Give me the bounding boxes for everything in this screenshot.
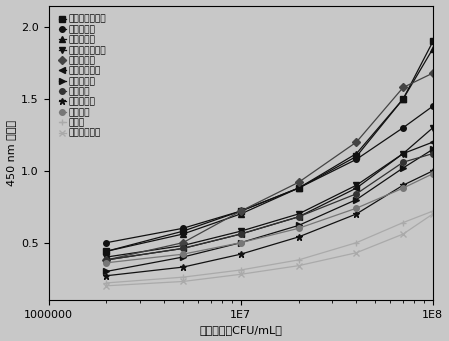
肠炎沙门 bbox=[180, 247, 185, 251]
甲型副伤寒沙门 bbox=[180, 229, 185, 233]
甲型副伤寒沙门 bbox=[354, 154, 359, 159]
乙型副伤寒沙门 bbox=[354, 183, 359, 187]
阴贡那沙门 bbox=[430, 104, 436, 108]
布洛克利沙门 bbox=[401, 151, 406, 155]
汤普逃沙门 bbox=[354, 140, 359, 144]
鸭沙门 bbox=[180, 275, 185, 279]
Line: 布洛克利沙门: 布洛克利沙门 bbox=[104, 139, 436, 263]
亚利桑那沙门 bbox=[354, 251, 359, 255]
布洛克利沙门 bbox=[238, 232, 243, 236]
都柏林沙门 bbox=[354, 212, 359, 216]
肯塔基沙门 bbox=[238, 241, 243, 245]
都柏林沙门 bbox=[104, 274, 109, 278]
Line: 伤寒沙门: 伤寒沙门 bbox=[104, 171, 436, 266]
鸭沙门 bbox=[401, 221, 406, 225]
Legend: 甲型副伤寒沙门, 阴贡那沙门, 鼠伤寒沙门, 乙型副伤寒沙门, 汤普逃沙门, 布洛克利沙门, 肯塔基沙门, 肠炎沙门, 都柏林沙门, 伤寒沙门, 鸭沙门, 亚利: 甲型副伤寒沙门, 阴贡那沙门, 鼠伤寒沙门, 乙型副伤寒沙门, 汤普逃沙门, 布… bbox=[57, 13, 108, 139]
Line: 鼠伤寒沙门: 鼠伤寒沙门 bbox=[104, 46, 436, 254]
乙型副伤寒沙门 bbox=[401, 151, 406, 155]
鼠伤寒沙门 bbox=[296, 186, 301, 190]
Line: 肯塔基沙门: 肯塔基沙门 bbox=[104, 147, 436, 274]
伤寒沙门 bbox=[180, 252, 185, 256]
布洛克利沙门 bbox=[180, 247, 185, 251]
肠炎沙门 bbox=[430, 151, 436, 155]
Line: 都柏林沙门: 都柏林沙门 bbox=[103, 167, 436, 279]
阴贡那沙门 bbox=[238, 209, 243, 213]
乙型副伤寒沙门 bbox=[180, 243, 185, 248]
肠炎沙门 bbox=[401, 160, 406, 164]
肯塔基沙门 bbox=[180, 255, 185, 259]
汤普逃沙门 bbox=[401, 86, 406, 90]
肯塔基沙门 bbox=[354, 197, 359, 202]
布洛克利沙门 bbox=[430, 140, 436, 144]
乙型副伤寒沙门 bbox=[104, 255, 109, 259]
亚利桑那沙门 bbox=[430, 212, 436, 216]
伤寒沙门 bbox=[430, 172, 436, 176]
鼠伤寒沙门 bbox=[401, 97, 406, 101]
阴贡那沙门 bbox=[401, 126, 406, 130]
肠炎沙门 bbox=[354, 192, 359, 196]
鸭沙门 bbox=[238, 268, 243, 272]
Line: 肠炎沙门: 肠炎沙门 bbox=[104, 151, 436, 263]
乙型副伤寒沙门 bbox=[430, 126, 436, 130]
阴贡那沙门 bbox=[296, 186, 301, 190]
Line: 阴贡那沙门: 阴贡那沙门 bbox=[104, 103, 436, 246]
布洛克利沙门 bbox=[354, 186, 359, 190]
肯塔基沙门 bbox=[104, 269, 109, 273]
鸭沙门 bbox=[354, 241, 359, 245]
鸭沙门 bbox=[104, 281, 109, 285]
乙型副伤寒沙门 bbox=[296, 212, 301, 216]
伤寒沙门 bbox=[401, 186, 406, 190]
阴贡那沙门 bbox=[104, 241, 109, 245]
Line: 汤普逃沙门: 汤普逃沙门 bbox=[104, 70, 436, 263]
Line: 鸭沙门: 鸭沙门 bbox=[103, 208, 436, 286]
都柏林沙门 bbox=[180, 265, 185, 269]
布洛克利沙门 bbox=[296, 215, 301, 219]
亚利桑那沙门 bbox=[401, 232, 406, 236]
阴贡那沙门 bbox=[180, 226, 185, 231]
肠炎沙门 bbox=[238, 232, 243, 236]
都柏林沙门 bbox=[238, 252, 243, 256]
甲型副伤寒沙门 bbox=[238, 209, 243, 213]
汤普逃沙门 bbox=[180, 241, 185, 245]
鼠伤寒沙门 bbox=[238, 212, 243, 216]
甲型副伤寒沙门 bbox=[401, 97, 406, 101]
亚利桑那沙门 bbox=[296, 264, 301, 268]
都柏林沙门 bbox=[401, 183, 406, 187]
Y-axis label: 450 nm 吸光值: 450 nm 吸光值 bbox=[5, 120, 16, 186]
鼠伤寒沙门 bbox=[430, 47, 436, 51]
伤寒沙门 bbox=[354, 206, 359, 210]
汤普逃沙门 bbox=[296, 180, 301, 184]
阴贡那沙门 bbox=[354, 157, 359, 161]
鼠伤寒沙门 bbox=[104, 249, 109, 253]
伤寒沙门 bbox=[238, 241, 243, 245]
亚利桑那沙门 bbox=[180, 279, 185, 283]
鼠伤寒沙门 bbox=[180, 232, 185, 236]
Line: 甲型副伤寒沙门: 甲型副伤寒沙门 bbox=[104, 39, 436, 254]
乙型副伤寒沙门 bbox=[238, 229, 243, 233]
肠炎沙门 bbox=[104, 258, 109, 262]
鸭沙门 bbox=[296, 258, 301, 262]
X-axis label: 菌体浓度（CFU/mL）: 菌体浓度（CFU/mL） bbox=[199, 325, 282, 336]
肯塔基沙门 bbox=[430, 147, 436, 151]
汤普逃沙门 bbox=[104, 258, 109, 262]
Line: 亚利桑那沙门: 亚利桑那沙门 bbox=[104, 211, 436, 288]
亚利桑那沙门 bbox=[104, 284, 109, 288]
肯塔基沙门 bbox=[401, 166, 406, 170]
布洛克利沙门 bbox=[104, 258, 109, 262]
Line: 乙型副伤寒沙门: 乙型副伤寒沙门 bbox=[104, 125, 436, 260]
鸭沙门 bbox=[430, 209, 436, 213]
甲型副伤寒沙门 bbox=[430, 40, 436, 44]
伤寒沙门 bbox=[104, 261, 109, 265]
甲型副伤寒沙门 bbox=[104, 249, 109, 253]
亚利桑那沙门 bbox=[238, 272, 243, 276]
肯塔基沙门 bbox=[296, 223, 301, 227]
都柏林沙门 bbox=[296, 235, 301, 239]
汤普逃沙门 bbox=[238, 209, 243, 213]
伤寒沙门 bbox=[296, 226, 301, 231]
肠炎沙门 bbox=[296, 215, 301, 219]
甲型副伤寒沙门 bbox=[296, 186, 301, 190]
鼠伤寒沙门 bbox=[354, 151, 359, 155]
汤普逃沙门 bbox=[430, 71, 436, 75]
都柏林沙门 bbox=[430, 169, 436, 173]
